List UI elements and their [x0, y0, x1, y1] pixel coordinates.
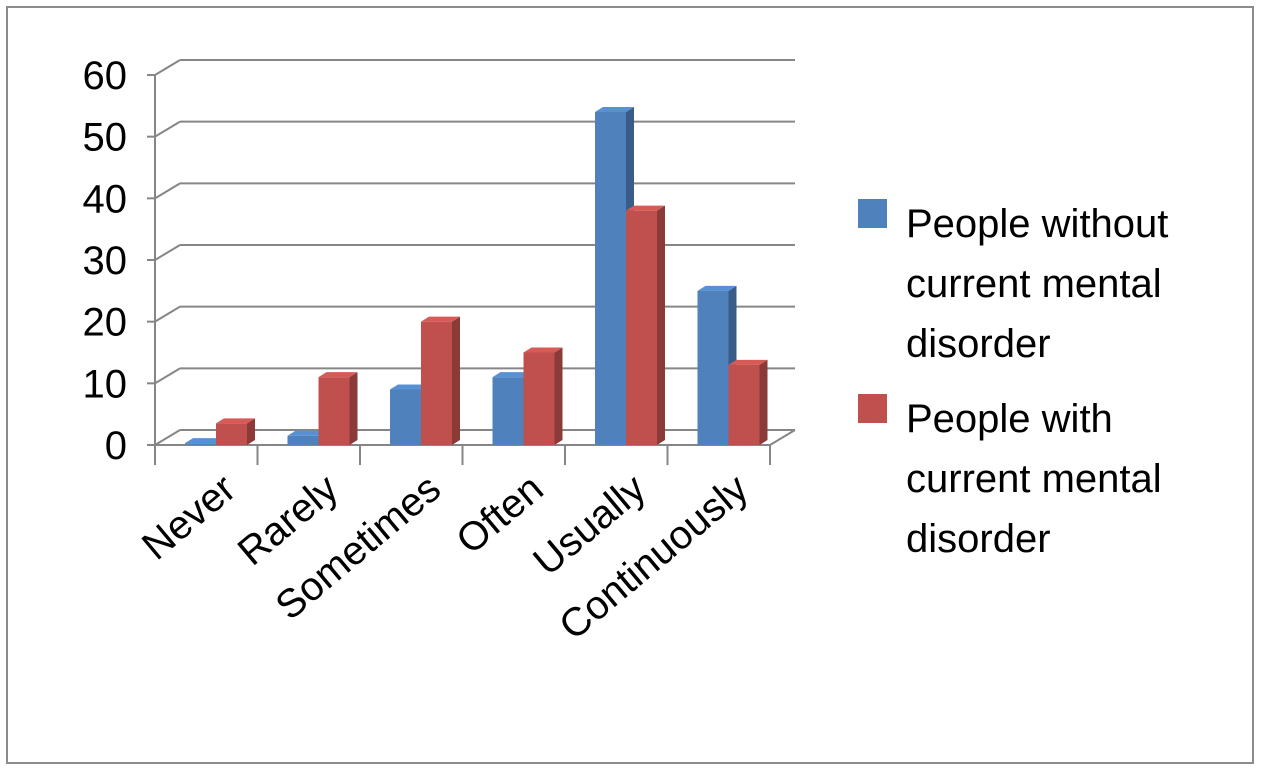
legend-label: current mental	[906, 262, 1162, 306]
legend-label: disorder	[906, 517, 1051, 561]
y-tick-label: 20	[83, 301, 128, 345]
bar-top	[287, 430, 327, 436]
legend-label: People without	[906, 202, 1168, 246]
y-tick-label: 10	[83, 362, 128, 406]
gridline-diagonal	[154, 305, 181, 323]
legend-label: current mental	[906, 457, 1162, 501]
bar-top	[390, 384, 429, 390]
x-tick-label: Never	[134, 466, 244, 568]
bar	[390, 389, 421, 445]
gridline-diagonal	[154, 367, 181, 385]
y-tick-label: 30	[83, 239, 128, 283]
bar-top	[185, 438, 224, 444]
bar-top	[728, 359, 768, 365]
bar-side	[657, 205, 665, 445]
bar-side	[247, 418, 255, 445]
bar	[697, 290, 729, 445]
bar	[287, 435, 319, 445]
gridline-diagonal	[154, 182, 181, 200]
bar-top	[626, 205, 665, 211]
bar-top	[318, 372, 358, 378]
bar	[728, 364, 760, 445]
bar-side	[554, 347, 563, 445]
gridline-diagonal	[154, 59, 181, 76]
bar	[595, 112, 626, 445]
bar	[318, 377, 350, 445]
legend-label: disorder	[906, 322, 1051, 366]
floor-edge-left	[154, 429, 181, 446]
bar	[185, 443, 216, 445]
bar-top	[697, 285, 737, 291]
bar-top	[421, 316, 460, 322]
gridline-diagonal	[154, 244, 181, 261]
bar-top	[523, 347, 563, 353]
y-tick-label: 60	[83, 54, 128, 98]
bar-side	[349, 372, 358, 445]
floor-edge-right	[769, 429, 796, 446]
bar	[626, 210, 657, 445]
bar	[523, 352, 555, 445]
bar-top	[595, 107, 634, 112]
legend-label: People with	[906, 397, 1113, 441]
bar	[216, 423, 247, 445]
bar-side	[759, 359, 768, 445]
legend-swatch	[858, 394, 887, 423]
bar-top	[492, 372, 532, 378]
bar	[492, 377, 524, 445]
gridline-diagonal	[154, 120, 181, 138]
bar	[421, 321, 452, 445]
bar-side	[452, 316, 460, 445]
y-tick-label: 40	[83, 177, 128, 221]
bar-top	[216, 418, 255, 424]
legend-swatch	[858, 199, 887, 228]
y-tick-label: 50	[83, 116, 128, 160]
y-tick-label: 0	[105, 424, 127, 468]
